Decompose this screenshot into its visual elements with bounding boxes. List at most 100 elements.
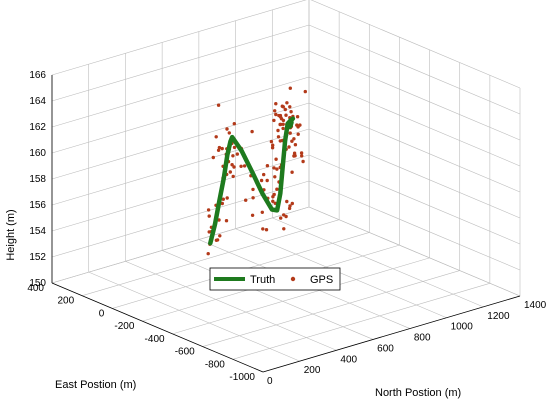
- y-tick-label: 1400: [524, 300, 547, 311]
- gps-point: [284, 214, 288, 219]
- gps-point: [242, 164, 247, 168]
- gps-point: [216, 148, 221, 152]
- x-tick-label: -400: [145, 334, 165, 345]
- legend: Truth GPS: [209, 267, 341, 291]
- gps-point: [270, 146, 275, 150]
- x-tick-label: -800: [205, 359, 225, 370]
- gps-point: [273, 175, 277, 179]
- gps-point: [285, 101, 289, 105]
- x-tick-label: -600: [175, 347, 195, 358]
- gps-point: [220, 201, 224, 206]
- gps-point: [285, 199, 289, 204]
- gps-point: [265, 178, 269, 183]
- wall-grid-height: [51, 24, 310, 102]
- gps-point: [284, 113, 288, 117]
- gps-point: [300, 154, 304, 158]
- gps-point: [206, 252, 210, 256]
- x-tick-label: 200: [57, 296, 74, 307]
- wall-grid-height: [51, 50, 310, 128]
- wall-grid-height: [51, 102, 310, 180]
- gps-point: [301, 159, 305, 164]
- z-tick-label: 162: [29, 122, 46, 133]
- gps-point: [218, 234, 222, 238]
- y-axis-title: North Postion (m): [375, 387, 461, 399]
- gps-point: [281, 122, 285, 127]
- tick-labels: 150 152 154 156 158 160 162 164 166 400 200 0 -200 -4…: [27, 70, 546, 387]
- gps-point: [281, 126, 285, 131]
- gps-point: [293, 143, 298, 147]
- gps-point: [299, 151, 304, 155]
- gps-point: [261, 227, 265, 231]
- truth-series: [208, 116, 296, 246]
- x-tick-label: -200: [114, 321, 134, 332]
- wall2-grid-height: [308, 154, 521, 245]
- gps-point: [251, 196, 255, 200]
- floor-grid-north: [235, 228, 447, 318]
- gps-point: [214, 238, 219, 242]
- x-tick-label: -1000: [229, 372, 255, 383]
- gps-point: [207, 214, 211, 218]
- gps-point: [272, 118, 276, 123]
- wall2-grid-height: [308, 50, 521, 141]
- gps-point: [274, 157, 278, 161]
- wall2-grid-height: [308, 102, 521, 193]
- gps-point: [224, 219, 229, 223]
- y-tick-label: 600: [377, 343, 394, 354]
- gps-point: [269, 139, 274, 144]
- wall-grid-height: [51, 154, 310, 232]
- legend-box: [209, 267, 341, 291]
- axis-frame: [51, 75, 521, 373]
- gps-point: [230, 163, 234, 167]
- gps-point: [220, 146, 224, 151]
- floor-grid-east: [202, 270, 460, 347]
- wall-grid-height: [51, 206, 310, 284]
- gps-point: [225, 196, 229, 200]
- gps-point: [289, 110, 293, 114]
- east-axis-line: [51, 282, 264, 373]
- x-axis-title: East Postion (m): [55, 379, 136, 391]
- gps-point: [239, 164, 243, 168]
- z-tick-label: 156: [29, 200, 46, 211]
- gps-point: [214, 135, 218, 139]
- truth-line: [208, 116, 296, 246]
- y-tick-label: 0: [267, 376, 273, 387]
- gps-point: [283, 107, 287, 112]
- z-tick-label: 160: [29, 148, 46, 159]
- gps-point: [271, 195, 275, 199]
- gps-point: [276, 135, 281, 139]
- y-tick-label: 200: [304, 365, 321, 376]
- x-tick-label: 0: [99, 308, 105, 319]
- gps-point: [290, 170, 294, 174]
- floor-grid-east: [172, 257, 430, 335]
- z-tick-label: 166: [29, 70, 46, 81]
- gps-point: [276, 128, 280, 133]
- gps-point: [281, 118, 286, 123]
- x-tick-label: 400: [27, 283, 44, 294]
- gps-point: [244, 198, 248, 202]
- gps-point: [303, 89, 307, 94]
- z-tick-label: 152: [29, 252, 46, 263]
- gps-point: [265, 164, 270, 168]
- gps-point: [250, 213, 255, 217]
- gps-point: [296, 132, 300, 136]
- gps-point: [275, 187, 279, 191]
- legend-truth-label: Truth: [250, 274, 275, 286]
- gps-point: [282, 227, 286, 231]
- gps-point: [264, 228, 269, 232]
- gps-point: [259, 178, 264, 183]
- gps-point: [293, 154, 297, 158]
- gps-point: [275, 167, 279, 171]
- gps-point: [274, 112, 278, 117]
- z-axis-title: Height (m): [5, 209, 17, 260]
- wall-grid-height: [51, 0, 307, 76]
- z-tick-label: 154: [29, 226, 46, 237]
- gps-point: [288, 105, 292, 109]
- legend-gps-label: GPS: [310, 274, 333, 286]
- gps-point: [271, 199, 275, 203]
- gps-point: [290, 201, 294, 206]
- wall-grid-height: [51, 128, 310, 206]
- wall-grid-height: [51, 180, 310, 258]
- gps-point: [288, 86, 292, 90]
- gps-point: [288, 204, 292, 208]
- gps-point: [232, 145, 237, 150]
